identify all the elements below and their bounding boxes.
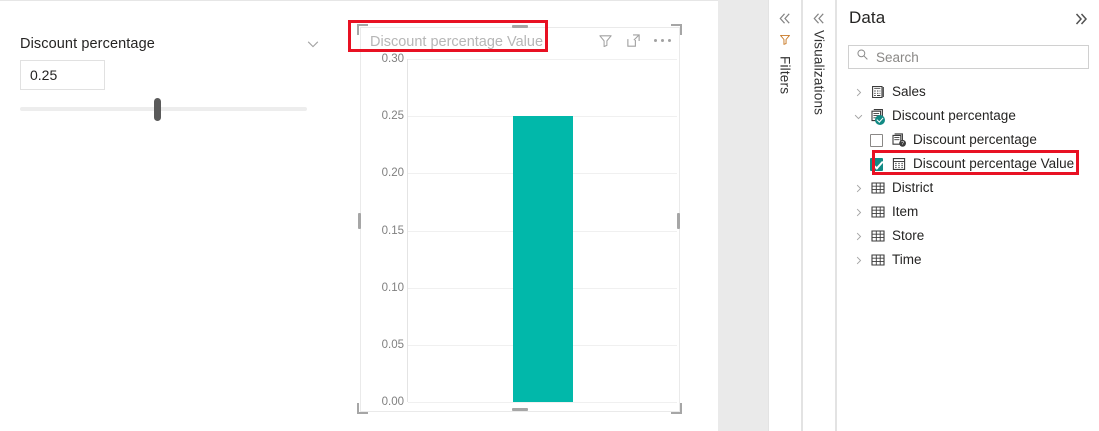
- tree-item-discount-percentage[interactable]: ? Discount percentage: [837, 128, 1099, 152]
- field-checkbox[interactable]: [870, 133, 883, 147]
- filters-pane-collapsed[interactable]: Filters: [768, 0, 802, 431]
- tree-item-label: District: [892, 180, 934, 195]
- visualizations-pane-collapsed[interactable]: Visualizations: [802, 0, 836, 431]
- gridline: [408, 402, 677, 403]
- parameter-value-text: 0.25: [30, 67, 58, 83]
- chevron-right-icon[interactable]: [853, 183, 864, 194]
- chevron-down-icon[interactable]: [853, 111, 864, 122]
- measure-icon: [891, 156, 907, 172]
- tree-item-label: Item: [892, 204, 919, 219]
- data-pane-header: Data: [837, 0, 1099, 40]
- table-icon: [870, 228, 886, 244]
- table-icon: [870, 204, 886, 220]
- y-axis-line: [407, 59, 408, 402]
- canvas-gutter: [718, 0, 768, 431]
- tree-item-time[interactable]: Time: [837, 248, 1099, 272]
- check-badge-icon: [875, 115, 885, 125]
- visual-header-icons: [598, 33, 671, 48]
- tree-item-label: Time: [892, 252, 922, 267]
- slider-thumb[interactable]: [154, 98, 161, 121]
- tree-item-sales[interactable]: Sales: [837, 80, 1099, 104]
- resize-handle-left[interactable]: [358, 213, 361, 229]
- table-measure-icon: [870, 84, 886, 100]
- chevron-right-icon[interactable]: [853, 207, 864, 218]
- parameter-field-icon: ?: [891, 132, 907, 148]
- tree-item-label: Store: [892, 228, 925, 243]
- resize-handle-top-left[interactable]: [357, 24, 368, 35]
- data-pane-title: Data: [849, 8, 886, 27]
- parameter-group-icon: [870, 108, 886, 125]
- focus-mode-icon[interactable]: [626, 33, 641, 48]
- dot: [661, 39, 664, 42]
- tree-item-label: Discount percentage: [892, 108, 1016, 123]
- search-input[interactable]: Search: [848, 45, 1089, 69]
- svg-text:?: ?: [901, 141, 904, 147]
- resize-handle-bottom-left[interactable]: [357, 403, 368, 414]
- slicer-title: Discount percentage: [20, 36, 155, 52]
- gridline: [408, 59, 677, 60]
- y-axis-tick-label: 0.20: [381, 167, 404, 180]
- resize-handle-bottom-right[interactable]: [671, 403, 682, 414]
- resize-handle-top[interactable]: [512, 25, 528, 28]
- chevron-right-icon[interactable]: [853, 255, 864, 266]
- parameter-value-input[interactable]: 0.25: [20, 60, 105, 90]
- dot: [668, 39, 671, 42]
- visual-header: Discount percentage Value: [360, 27, 680, 57]
- resize-handle-bottom[interactable]: [512, 408, 528, 411]
- y-axis-tick-label: 0.15: [381, 224, 404, 237]
- y-axis-tick-label: 0.10: [381, 281, 404, 294]
- slider-track[interactable]: [20, 107, 307, 111]
- chevron-down-icon[interactable]: [306, 37, 320, 51]
- y-axis-tick-label: 0.30: [381, 53, 404, 65]
- field-checkbox[interactable]: [870, 157, 883, 171]
- search-placeholder: Search: [876, 49, 919, 65]
- bar-chart-visual[interactable]: Discount percentage Value: [360, 27, 680, 412]
- visualizations-pane-label: Visualizations: [811, 30, 827, 116]
- filter-icon[interactable]: [598, 33, 613, 48]
- chevron-right-icon[interactable]: [853, 87, 864, 98]
- slicer-header: Discount percentage: [20, 33, 320, 55]
- search-icon: [849, 48, 869, 66]
- tree-item-item[interactable]: Item: [837, 200, 1099, 224]
- tree-item-label: Discount percentage Value: [913, 156, 1075, 171]
- table-icon: [870, 252, 886, 268]
- what-if-parameter-slicer[interactable]: Discount percentage 0.25: [0, 1, 340, 431]
- data-pane: Data Search Sales Discount percentage? Dis…: [836, 0, 1099, 431]
- tree-item-label: Discount percentage: [913, 132, 1037, 147]
- dot: [654, 39, 657, 42]
- parameter-slider[interactable]: [20, 98, 307, 122]
- bar[interactable]: [513, 116, 573, 402]
- tree-item-store[interactable]: Store: [837, 224, 1099, 248]
- visual-title[interactable]: Discount percentage Value: [370, 34, 544, 50]
- y-axis-tick-label: 0.25: [381, 110, 404, 123]
- tree-item-district[interactable]: District: [837, 176, 1099, 200]
- filters-pane-label: Filters: [777, 56, 793, 95]
- chart-plot-area[interactable]: 0.30 0.25 0.20 0.15 0.10 0.05 0.00: [360, 53, 680, 412]
- resize-handle-top-right[interactable]: [671, 24, 682, 35]
- canvas-top-divider: [0, 0, 718, 1]
- fields-tree[interactable]: Sales Discount percentage? Discount percen…: [837, 80, 1099, 272]
- more-options-icon[interactable]: [654, 33, 671, 48]
- tree-item-label: Sales: [892, 84, 926, 99]
- y-axis-tick-label: 0.05: [381, 338, 404, 351]
- tree-item-discount-percentage[interactable]: Discount percentage: [837, 104, 1099, 128]
- resize-handle-right[interactable]: [677, 213, 680, 229]
- table-icon: [870, 180, 886, 196]
- tree-item-discount-percentage-value[interactable]: Discount percentage Value: [837, 152, 1099, 176]
- y-axis-tick-label: 0.00: [381, 396, 404, 408]
- chevron-right-icon[interactable]: [853, 231, 864, 242]
